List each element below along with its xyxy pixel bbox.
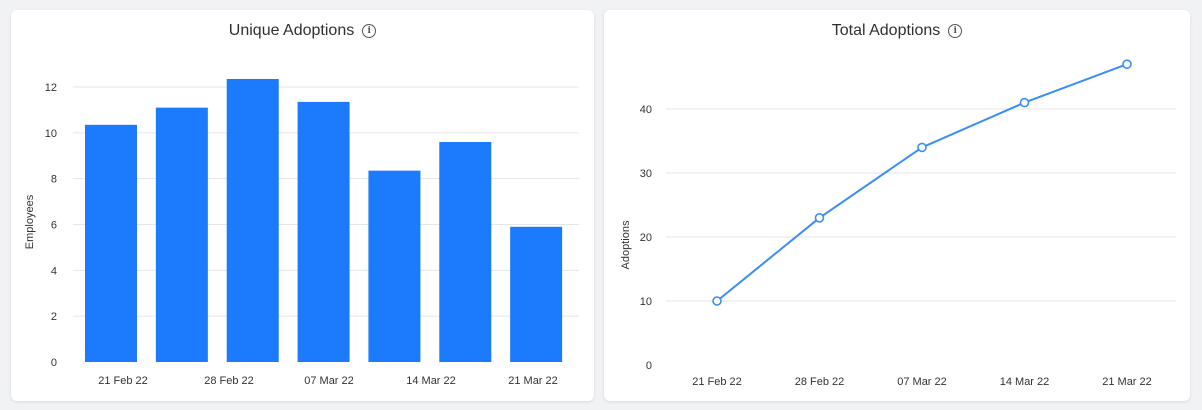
bar (297, 101, 350, 362)
y-tick-label: 2 (51, 311, 57, 323)
bar (368, 170, 421, 362)
x-tick-label: 07 Mar 22 (897, 376, 947, 388)
x-tick-label: 21 Mar 22 (508, 375, 558, 387)
bar (439, 142, 492, 362)
y-tick-label: 12 (45, 82, 57, 94)
x-tick-label: 21 Feb 22 (98, 375, 148, 387)
y-tick-label: 10 (640, 296, 652, 308)
info-icon[interactable]: i (362, 24, 377, 38)
y-tick-label: 30 (640, 168, 652, 180)
bar (155, 107, 208, 362)
y-tick-label: 8 (51, 174, 57, 186)
bar (226, 78, 279, 363)
data-point (1122, 59, 1132, 70)
total-adoptions-line-chart: 0 10 20 30 40 Adoptions 21 Feb 22 28 Feb 22 07 M… (620, 59, 1176, 388)
chart-title: Unique Adoptions (228, 22, 355, 39)
x-tick-label: 14 Mar 22 (406, 375, 456, 387)
series-line (716, 63, 1128, 302)
unique-adoptions-header: Unique Adoptions i (11, 22, 594, 40)
data-point (712, 296, 722, 306)
x-tick-label: 21 Feb 22 (692, 376, 742, 388)
y-tick-label: 10 (45, 128, 57, 140)
total-adoptions-header: Total Adoptions i (604, 22, 1190, 40)
x-tick-label: 14 Mar 22 (1000, 376, 1050, 388)
bar (85, 124, 137, 362)
info-icon[interactable]: i (948, 24, 963, 38)
unique-adoptions-bar-chart: 0 2 4 6 8 10 12 Employees 21 Feb 22 28 Feb 22 07 M… (24, 78, 579, 387)
y-tick-label: 40 (640, 104, 652, 116)
x-tick-label: 07 Mar 22 (304, 375, 354, 387)
chart-title: Total Adoptions (831, 22, 941, 39)
y-tick-label: 0 (51, 357, 57, 369)
unique-adoptions-card: Unique Adoptions i 0 2 4 6 8 10 12 Employees 21 … (11, 10, 594, 401)
y-tick-label: 6 (51, 220, 57, 232)
y-axis-label: Employees (24, 194, 36, 249)
data-point (1019, 97, 1030, 108)
x-tick-label: 28 Feb 22 (204, 375, 254, 387)
total-adoptions-card: Total Adoptions i 0 10 20 30 40 Adoptions 21 F… (604, 10, 1190, 401)
data-point (917, 142, 927, 153)
bar (510, 226, 563, 362)
y-tick-label: 20 (640, 232, 652, 244)
y-axis-label: Adoptions (620, 220, 632, 269)
y-tick-label: 0 (646, 360, 652, 372)
x-tick-label: 21 Mar 22 (1102, 376, 1152, 388)
data-point (814, 213, 825, 223)
x-tick-label: 28 Feb 22 (795, 376, 845, 388)
y-tick-label: 4 (51, 265, 57, 277)
